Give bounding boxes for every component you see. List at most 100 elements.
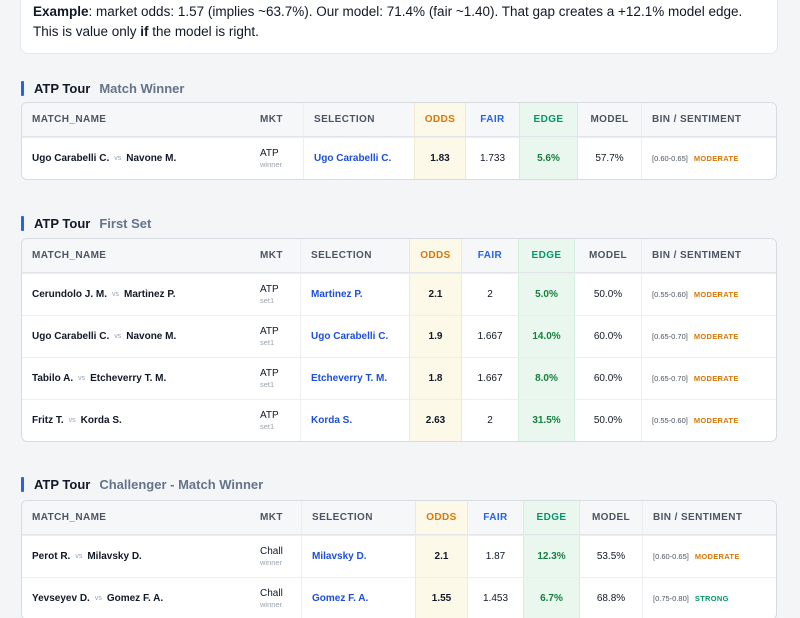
sentiment-badge: MODERATE (694, 552, 740, 561)
edge-value: 31.5% (532, 415, 561, 426)
mkt-cell: ATP set1 (260, 274, 300, 315)
selection-link[interactable]: Martinez P. (311, 289, 363, 300)
market-type: set1 (260, 295, 275, 305)
market-tour: ATP (260, 283, 279, 295)
table-row[interactable]: Perot R. vs Milavsky D. Chall winner Milavsky… (22, 535, 776, 577)
column-header-mkt[interactable]: MKT (260, 114, 283, 125)
player-two: Etcheverry T. M. (90, 373, 167, 384)
selection-cell: Etcheverry T. M. (300, 358, 409, 399)
column-header-edge[interactable]: EDGE (518, 239, 575, 272)
odds-table: MATCH_NAME MKT SELECTION ODDS FAIR EDGE MODEL B… (21, 500, 777, 618)
fair-cell: 1.667 (462, 358, 518, 399)
selection-link[interactable]: Gomez F. A. (312, 593, 369, 604)
sentiment-badge: MODERATE (693, 416, 739, 425)
model-value: 53.5% (596, 551, 626, 562)
edge-cell: 8.0% (518, 358, 575, 399)
player-two: Martinez P. (124, 289, 176, 300)
column-header-selection[interactable]: SELECTION (303, 103, 414, 136)
example-if: if (140, 24, 149, 39)
column-header-model[interactable]: MODEL (580, 501, 643, 534)
column-header-odds[interactable]: ODDS (414, 103, 466, 136)
column-header-match-name[interactable]: MATCH_NAME (32, 512, 107, 523)
column-header-odds[interactable]: ODDS (409, 239, 462, 272)
fair-value: 1.667 (477, 331, 503, 342)
model-cell: 68.8% (580, 578, 643, 618)
market-tour: ATP (260, 367, 279, 379)
fair-value: 1.453 (482, 593, 509, 604)
selection-link[interactable]: Ugo Carabelli C. (311, 331, 389, 342)
column-header-fair[interactable]: FAIR (483, 512, 508, 523)
market-tour: Chall (260, 545, 283, 557)
column-header-model[interactable]: MODEL (575, 239, 642, 272)
player-one: Fritz T. (32, 415, 64, 426)
fair-value: 2 (487, 289, 493, 300)
example-text: : market odds: 1.57 (implies ~63.7%). Ou… (33, 4, 743, 39)
edge-cell: 31.5% (518, 400, 575, 441)
selection-link[interactable]: Korda S. (311, 415, 353, 426)
selection-cell: Milavsky D. (301, 536, 415, 577)
odds-cell: 2.63 (409, 400, 462, 441)
model-value: 50.0% (593, 289, 623, 300)
section-accent-bar (21, 80, 24, 96)
selection-link[interactable]: Milavsky D. (312, 551, 367, 562)
selection-cell: Gomez F. A. (301, 578, 415, 618)
odds-cell: 1.55 (415, 578, 468, 618)
fair-cell: 1.733 (466, 138, 519, 179)
fair-value: 1.667 (477, 373, 503, 384)
section-accent-bar (21, 476, 24, 492)
fair-cell: 2 (462, 400, 518, 441)
player-one: Ugo Carabelli C. (32, 331, 110, 342)
bin-range: [0.60-0.65] (652, 154, 688, 163)
column-header-selection[interactable]: SELECTION (301, 501, 415, 534)
odds-value: 1.55 (431, 593, 452, 604)
table-row[interactable]: Tabilo A. vs Etcheverry T. M. ATP set1 Etchev… (22, 357, 776, 399)
bin-range: [0.65-0.70] (652, 332, 688, 341)
table-row[interactable]: Ugo Carabelli C. vs Navone M. ATP set1 Ugo Ca… (22, 315, 776, 357)
model-value: 57.7% (595, 153, 624, 164)
column-header-bin-sentiment[interactable]: BIN / SENTIMENT (652, 114, 742, 125)
odds-cell: 1.8 (409, 358, 462, 399)
column-header-model[interactable]: MODEL (578, 103, 642, 136)
column-header-fair[interactable]: FAIR (480, 114, 505, 125)
table-row[interactable]: Fritz T. vs Korda S. ATP set1 Korda S. 2.63 2 31… (22, 399, 776, 441)
odds-cell: 1.9 (409, 316, 462, 357)
edge-value: 5.0% (535, 289, 558, 300)
market-tour: ATP (260, 325, 279, 337)
column-header-selection[interactable]: SELECTION (300, 239, 409, 272)
selection-link[interactable]: Etcheverry T. M. (311, 373, 388, 384)
column-header-mkt[interactable]: MKT (260, 250, 283, 261)
column-header-mkt[interactable]: MKT (260, 512, 283, 523)
model-value: 60.0% (593, 373, 623, 384)
selection-cell: Ugo Carabelli C. (300, 316, 409, 357)
selection-cell: Korda S. (300, 400, 409, 441)
column-header-edge[interactable]: EDGE (519, 103, 578, 136)
player-two: Korda S. (80, 415, 122, 426)
bin-sentiment-cell: [0.75-0.80] STRONG (643, 578, 776, 618)
column-header-odds[interactable]: ODDS (415, 501, 468, 534)
section-tour: ATP Tour (34, 80, 91, 96)
edge-cell: 6.7% (523, 578, 580, 618)
column-header-match-name[interactable]: MATCH_NAME (32, 114, 107, 125)
column-header-match-name[interactable]: MATCH_NAME (32, 250, 107, 261)
bin-sentiment-cell: [0.65-0.70] MODERATE (642, 316, 776, 357)
odds-value: 2.1 (428, 289, 443, 300)
mkt-cell: ATP set1 (260, 358, 300, 399)
column-header-edge[interactable]: EDGE (523, 501, 580, 534)
table-row[interactable]: Cerundolo J. M. vs Martinez P. ATP set1 Marti… (22, 273, 776, 315)
odds-value: 2.1 (434, 551, 449, 562)
bin-range: [0.55-0.60] (652, 416, 688, 425)
column-header-fair[interactable]: FAIR (477, 250, 503, 261)
section-header: ATP Tour Match Winner (21, 78, 184, 98)
column-header-bin-sentiment[interactable]: BIN / SENTIMENT (652, 250, 742, 261)
market-type: winner (260, 159, 283, 169)
player-two: Gomez F. A. (106, 593, 164, 604)
model-cell: 60.0% (575, 316, 642, 357)
selection-link[interactable]: Ugo Carabelli C. (314, 153, 392, 164)
market-type: set1 (260, 379, 275, 389)
odds-table: MATCH_NAME MKT SELECTION ODDS FAIR EDGE MODEL B… (21, 102, 777, 180)
bin-sentiment-cell: [0.55-0.60] MODERATE (642, 400, 776, 441)
column-header-bin-sentiment[interactable]: BIN / SENTIMENT (653, 512, 743, 523)
table-row[interactable]: Yevseyev D. vs Gomez F. A. Chall winner Gomez… (22, 577, 776, 618)
table-row[interactable]: Ugo Carabelli C. vs Navone M. ATP winner Ugo … (22, 137, 776, 179)
mkt-cell: Chall winner (260, 578, 301, 618)
